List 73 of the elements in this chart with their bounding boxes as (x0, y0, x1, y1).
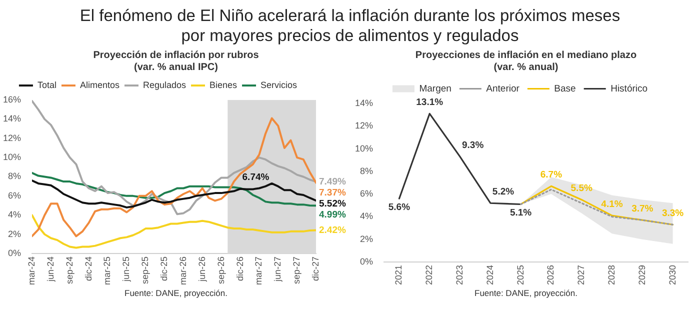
data-label: 3.7% (632, 203, 654, 214)
x-tick-label: mar-24 (26, 256, 36, 286)
y-tick-label: 10% (3, 152, 22, 162)
data-label: 5.1% (510, 208, 532, 219)
y-tick-label: 6% (360, 188, 374, 199)
x-tick-label: jun-26 (196, 256, 207, 283)
x-tick-label: dic-27 (310, 256, 320, 282)
data-label: 5.6% (388, 202, 411, 213)
data-label: 9.3% (462, 140, 484, 152)
x-tick-label: mar-26 (178, 256, 188, 286)
data-label: 13.1% (416, 97, 444, 108)
x-tick-label: mar-27 (254, 256, 264, 286)
x-tick-label: sep-25 (140, 256, 150, 284)
data-label: 5.52% (319, 198, 346, 210)
legend-label: Alimentos (80, 80, 120, 90)
source-note: Fuente: DANE, proyección. (474, 288, 578, 298)
chart-title: Proyecciones de inflación en el mediano plazo (var. % anual) (414, 50, 638, 74)
x-tick-label: dic-24 (83, 256, 94, 282)
y-tick-label: 8% (8, 171, 22, 182)
legend-label: Base (554, 83, 576, 94)
data-label: 6.7% (540, 170, 563, 181)
data-label: 4.1% (601, 198, 624, 210)
y-tick-label: 0% (8, 248, 22, 258)
x-tick-label: 2028 (606, 264, 616, 286)
x-tick-label: sep-27 (292, 256, 302, 284)
y-tick-label: 4% (8, 210, 22, 220)
y-tick-label: 4% (360, 211, 374, 222)
x-tick-label: jun-25 (121, 256, 132, 283)
data-label: 4.99% (319, 209, 346, 220)
y-tick-label: 16% (3, 94, 22, 104)
source-note: Fuente: DANE, proyección. (124, 288, 228, 298)
x-tick-label: sep-24 (64, 256, 74, 284)
x-tick-label: 2030 (667, 264, 678, 286)
x-tick-label: 2022 (424, 264, 434, 286)
y-tick-label: 12% (3, 132, 22, 143)
x-tick-label: sep-26 (216, 256, 226, 284)
data-label: 7.37% (319, 187, 346, 198)
data-label: 5.5% (570, 183, 593, 194)
legend-label: Margen (419, 83, 452, 94)
x-tick-label: 2029 (636, 264, 647, 286)
y-tick-label: 2% (8, 228, 22, 239)
legend-label: Regulados (142, 80, 187, 90)
text: El fenómeno de El Niño acelerará la inflación durante los próximos meses por mayores precios de alimentos y regulados (78, 6, 622, 47)
x-tick-label: 2023 (454, 264, 464, 286)
y-tick-label: 14% (355, 98, 374, 108)
legend-label: Anterior (486, 83, 520, 94)
y-tick-label: 14% (3, 114, 22, 124)
x-tick-label: dic-26 (234, 256, 245, 282)
y-tick-label: 0% (360, 256, 374, 266)
data-label: 5.2% (492, 186, 515, 198)
x-tick-label: 2026 (546, 264, 556, 286)
x-tick-label: jun-24 (45, 256, 56, 283)
data-label: 3.3% (662, 208, 684, 219)
y-tick-label: 2% (360, 234, 374, 244)
x-tick-label: 2024 (484, 264, 495, 286)
x-tick-label: 2027 (576, 264, 586, 286)
data-label: 6.74% (242, 172, 270, 184)
y-tick-label: 8% (360, 166, 374, 176)
x-tick-label: jun-27 (272, 256, 283, 283)
chart-subtitle: Proyección de inflación por rubros (var. % anual IPC) (92, 50, 260, 74)
x-tick-label: dic-25 (159, 256, 170, 282)
data-label: 7.49% (319, 176, 346, 188)
y-tick-label: 10% (355, 143, 374, 154)
x-tick-label: 2021 (394, 264, 404, 286)
y-tick-label: 6% (8, 190, 22, 200)
x-tick-label: 2025 (515, 264, 526, 286)
x-tick-label: mar-25 (102, 256, 112, 286)
legend-label: Total (37, 80, 56, 90)
legend-label: Histórico (610, 83, 648, 94)
data-label: 2.42% (319, 224, 346, 236)
legend-label: Servicios (260, 80, 298, 90)
y-tick-label: 12% (355, 120, 374, 131)
legend-label: Bienes (210, 80, 238, 90)
